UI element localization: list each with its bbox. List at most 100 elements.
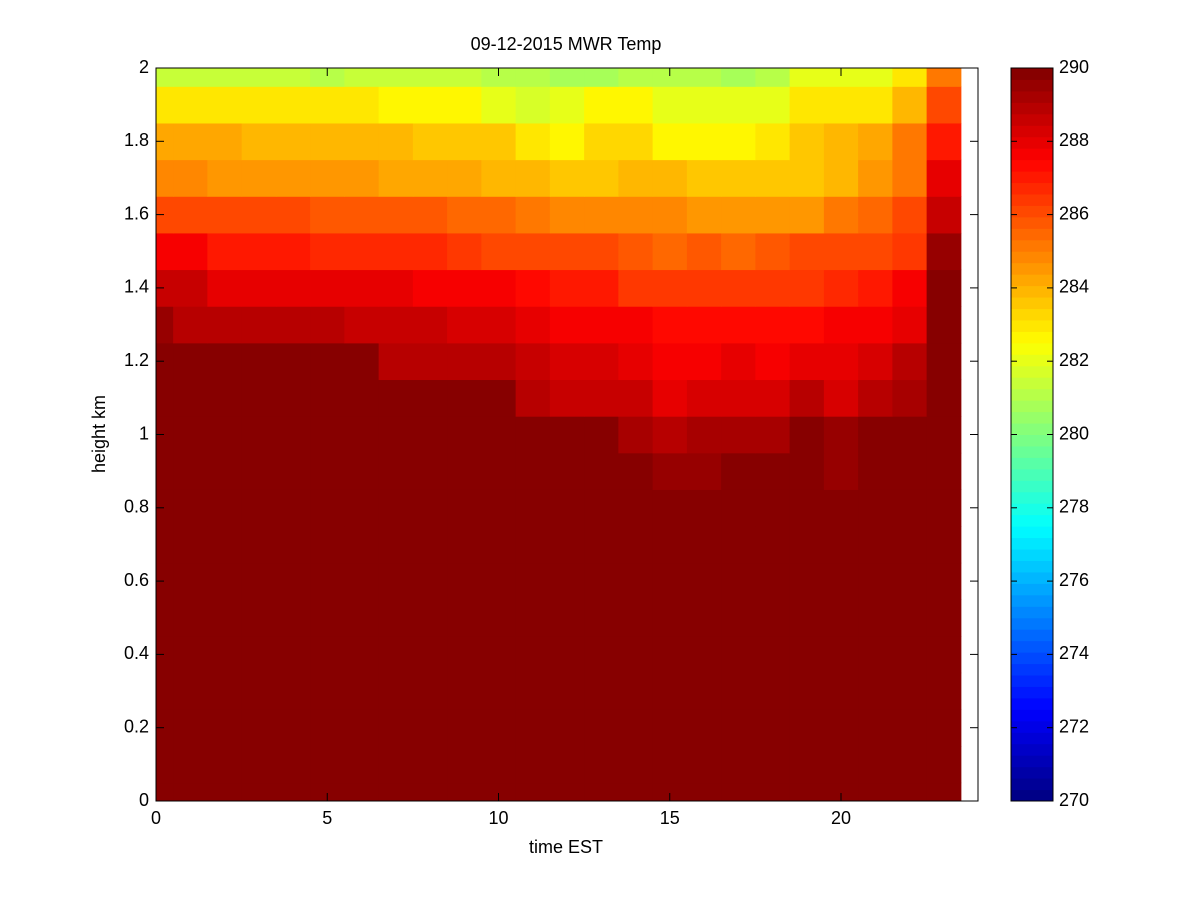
heat-cell: [721, 342, 756, 381]
heat-cell: [412, 599, 448, 637]
heat-cell: [618, 452, 654, 490]
heat-cell: [378, 452, 414, 490]
heat-cell: [447, 452, 482, 490]
colorbar-swatch: [1011, 228, 1053, 241]
heat-cell: [721, 599, 756, 637]
heat-cell: [858, 709, 893, 747]
heat-cell: [926, 269, 962, 307]
heat-cell: [241, 196, 277, 234]
heat-cell: [412, 709, 448, 747]
y-tick-label: 1: [139, 423, 149, 443]
heat-cell: [584, 416, 619, 454]
heat-cell: [584, 562, 619, 600]
heat-cell: [275, 68, 311, 87]
heat-cell: [481, 709, 517, 747]
heat-cell: [447, 562, 482, 600]
heat-cell: [344, 86, 380, 124]
heat-cell: [549, 782, 585, 801]
heat-cell: [858, 232, 893, 271]
colorbar-swatch: [1011, 79, 1053, 92]
heat-cell: [310, 196, 345, 234]
heat-cell: [447, 122, 482, 161]
colorbar-swatch: [1011, 697, 1053, 710]
heat-cell: [481, 68, 517, 87]
heat-cell: [275, 672, 311, 710]
heat-cell: [344, 489, 380, 527]
heat-cell: [515, 746, 551, 784]
heat-cell: [789, 452, 825, 490]
heat-cell: [310, 269, 345, 307]
colorbar-swatch: [1011, 319, 1053, 332]
heat-cell: [686, 232, 722, 271]
heat-cell: [618, 196, 654, 234]
colorbar-swatch: [1011, 434, 1053, 447]
heat-cell: [892, 342, 928, 381]
heat-cell: [412, 782, 448, 801]
colorbar-swatch: [1011, 423, 1053, 435]
heat-cell: [447, 379, 482, 417]
heat-cell: [721, 636, 756, 674]
heat-cell: [241, 232, 277, 271]
heat-cell: [823, 636, 859, 674]
colorbar-swatch: [1011, 640, 1053, 653]
heat-cell: [207, 782, 243, 801]
heat-cell: [618, 306, 654, 344]
heat-cell: [412, 562, 448, 600]
heat-cell: [549, 562, 585, 600]
heat-cell: [755, 452, 791, 490]
heat-cell: [584, 746, 619, 784]
colorbar-swatch: [1011, 262, 1053, 275]
heat-cell: [173, 86, 208, 124]
heat-cell: [515, 269, 551, 307]
heat-cell: [618, 416, 654, 454]
heat-cell: [549, 122, 585, 161]
heat-cell: [686, 122, 722, 161]
heat-cell: [156, 672, 174, 710]
heat-cell: [549, 86, 585, 124]
heat-cell: [858, 306, 893, 344]
y-tick-label: 0: [139, 790, 149, 810]
heat-cell: [412, 68, 448, 87]
colorbar-swatch: [1011, 354, 1053, 367]
heat-cell: [755, 782, 791, 801]
heat-cell: [618, 709, 654, 747]
heat-cell: [481, 196, 517, 234]
heat-cell: [858, 599, 893, 637]
heat-cell: [344, 452, 380, 490]
heat-cell: [447, 599, 482, 637]
heat-cell: [549, 306, 585, 344]
heat-cell: [515, 636, 551, 674]
heat-cell: [241, 342, 277, 381]
heat-cell: [892, 599, 928, 637]
colorbar: [1011, 68, 1053, 802]
colorbar-swatch: [1011, 297, 1053, 310]
heat-cell: [241, 159, 277, 197]
heat-cell: [789, 709, 825, 747]
y-axis-label: height km: [89, 395, 109, 473]
y-tick-label: 0.2: [124, 716, 149, 736]
heat-cell: [755, 159, 791, 197]
colorbar-swatch: [1011, 675, 1053, 687]
heat-cell: [378, 232, 414, 271]
heat-cell: [241, 68, 277, 87]
heat-cell: [618, 636, 654, 674]
heat-cell: [241, 489, 277, 527]
heat-cell: [447, 232, 482, 271]
heat-cell: [892, 672, 928, 710]
y-tick-label: 1.4: [124, 277, 149, 297]
heat-cell: [686, 416, 722, 454]
heat-cell: [584, 709, 619, 747]
heat-cell: [207, 489, 243, 527]
heat-cell: [173, 489, 208, 527]
heat-cell: [481, 269, 517, 307]
heat-cell: [275, 159, 311, 197]
colorbar-swatch: [1011, 125, 1053, 138]
heat-cell: [447, 342, 482, 381]
heat-cell: [892, 562, 928, 600]
colorbar-swatch: [1011, 171, 1053, 184]
colorbar-swatch: [1011, 102, 1053, 115]
heat-cell: [447, 159, 482, 197]
colorbar-swatch: [1011, 617, 1053, 630]
heat-cell: [344, 379, 380, 417]
heat-cell: [207, 232, 243, 271]
